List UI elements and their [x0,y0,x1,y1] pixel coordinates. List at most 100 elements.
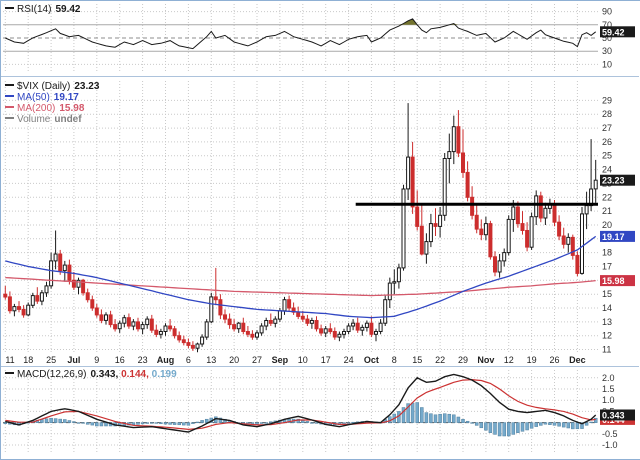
svg-text:22: 22 [435,355,445,365]
svg-text:20: 20 [602,220,612,230]
price-macd-divider [1,366,639,367]
price-line-icon [5,84,14,87]
svg-text:23: 23 [138,355,148,365]
svg-text:12: 12 [602,331,612,341]
svg-text:14: 14 [602,303,612,313]
svg-text:17: 17 [321,355,331,365]
ma200-value: 15.98 [59,103,85,114]
rsi-overbought-fill [5,18,596,25]
svg-text:70: 70 [602,20,612,30]
price-plot: 29 28 27 26 25 24 23 22 21 20 19 18 17 16 15 14 13 12 11 23… [3,81,635,365]
price-legend: $VIX (Daily) 23.23 MA(50) 19.17 MA(200) 15.… [5,81,99,125]
price-legend-main: $VIX (Daily) 23.23 [5,81,99,92]
svg-text:18: 18 [602,248,612,258]
rsi-gridlines [3,4,598,71]
svg-text:27: 27 [252,355,262,365]
ma200-line [5,276,596,297]
volume-bar-icon [5,117,14,120]
svg-text:18: 18 [23,355,33,365]
svg-text:25: 25 [602,151,612,161]
ma50-line [5,235,597,319]
macd-legend: MACD(12,26,9) 0.343, 0.144, 0.199 [5,369,177,380]
svg-text:8: 8 [392,355,397,365]
svg-text:15: 15 [602,289,612,299]
macd-legend-label: MACD(12,26,9) [17,369,87,380]
svg-text:15: 15 [412,355,422,365]
rsi-line-icon [5,7,14,10]
svg-text:16: 16 [115,355,125,365]
svg-text:26: 26 [602,137,612,147]
macd-line-icon [5,372,14,375]
macd-value: 0.343, [90,369,119,380]
ma50-label: MA(50) [17,92,50,103]
svg-text:50: 50 [602,33,612,43]
svg-text:20: 20 [229,355,239,365]
rsi-line [5,18,597,50]
svg-text:13: 13 [602,317,612,327]
svg-text:19.17: 19.17 [602,232,625,242]
rsi-price-divider [1,76,639,77]
svg-text:90: 90 [602,7,612,17]
svg-text:-1.0: -1.0 [602,440,618,450]
svg-text:11: 11 [5,355,14,365]
symbol-label: $VIX (Daily) [17,81,71,92]
svg-text:1.0: 1.0 [602,395,615,405]
price-legend-volume: Volume undef [5,114,99,125]
ma50-line-icon [5,95,14,98]
price-legend-ma50: MA(50) 19.17 [5,92,99,103]
svg-text:19: 19 [527,355,537,365]
svg-text:9: 9 [94,355,99,365]
ma50-value: 19.17 [53,92,79,103]
svg-text:2.0: 2.0 [602,373,615,383]
rsi-plot: 90 70 50 30 10 59.42 [3,4,635,71]
volume-value: undef [54,114,82,125]
price-axis-labels: 29282726252423222120191817161514131211 [602,95,612,354]
svg-text:-0.5: -0.5 [602,429,618,439]
macd-legend-row: MACD(12,26,9) 0.343, 0.144, 0.199 [5,369,177,380]
svg-text:0.343: 0.343 [602,411,625,421]
svg-text:30: 30 [602,46,612,56]
macd-signal-line [5,378,596,431]
rsi-value-badge: 59.42 [600,26,635,38]
rsi-legend-label: RSI(14) [17,4,52,15]
svg-text:10: 10 [602,59,612,69]
svg-text:Nov: Nov [477,355,494,365]
svg-text:1.5: 1.5 [602,384,615,394]
svg-text:12: 12 [504,355,514,365]
svg-text:26: 26 [549,355,559,365]
rsi-legend: RSI(14) 59.42 [5,4,80,15]
ma200-label: MA(200) [17,103,56,114]
rsi-legend-row: RSI(14) 59.42 [5,4,80,15]
macd-gridlines [3,370,598,454]
price-badges: 23.23 19.17 15.98 [600,174,635,287]
svg-text:27: 27 [602,123,612,133]
svg-text:Jul: Jul [67,355,80,365]
svg-text:21: 21 [602,206,612,216]
svg-text:59.42: 59.42 [602,27,625,37]
date-axis-labels: 11 18 25 Jul 9 16 23 Aug 6 13 20 27 Sep 10 17 24 Oct 8 15 2… [5,355,585,365]
svg-text:28: 28 [602,109,612,119]
svg-text:Dec: Dec [569,355,586,365]
rsi-axis-labels: 90 70 50 30 10 [602,7,612,70]
rsi-legend-value: 59.42 [55,4,81,15]
ma200-line-icon [5,106,14,109]
svg-text:24: 24 [344,355,354,365]
svg-text:13: 13 [206,355,216,365]
volume-label: Volume [17,114,51,125]
svg-text:29: 29 [602,95,612,105]
svg-text:17: 17 [602,262,612,272]
price-legend-ma200: MA(200) 15.98 [5,103,99,114]
svg-text:25: 25 [46,355,56,365]
svg-text:6: 6 [186,355,191,365]
svg-text:11: 11 [602,345,611,355]
macd-badges: 0.1440.343 [600,409,635,425]
svg-text:Aug: Aug [157,355,175,365]
svg-text:15.98: 15.98 [602,276,625,286]
macd-signal-value: 0.144, [121,369,149,380]
svg-text:23.23: 23.23 [602,176,625,186]
candlesticks [3,103,598,353]
macd-line [5,373,597,433]
svg-text:Oct: Oct [364,355,379,365]
svg-text:24: 24 [602,165,612,175]
